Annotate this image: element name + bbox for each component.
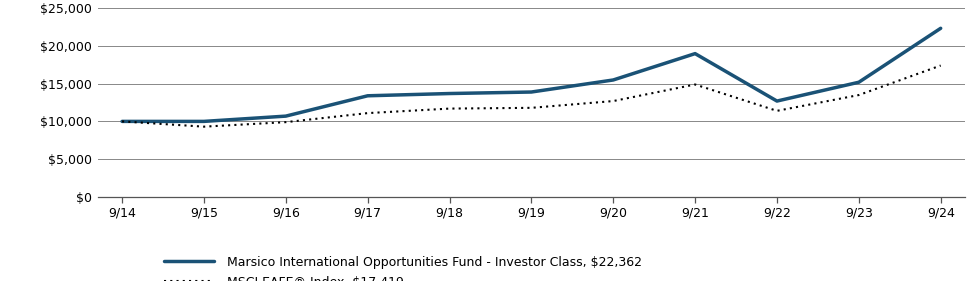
Legend: Marsico International Opportunities Fund - Investor Class, $22,362, MSCI EAFE® I: Marsico International Opportunities Fund…: [165, 256, 642, 281]
